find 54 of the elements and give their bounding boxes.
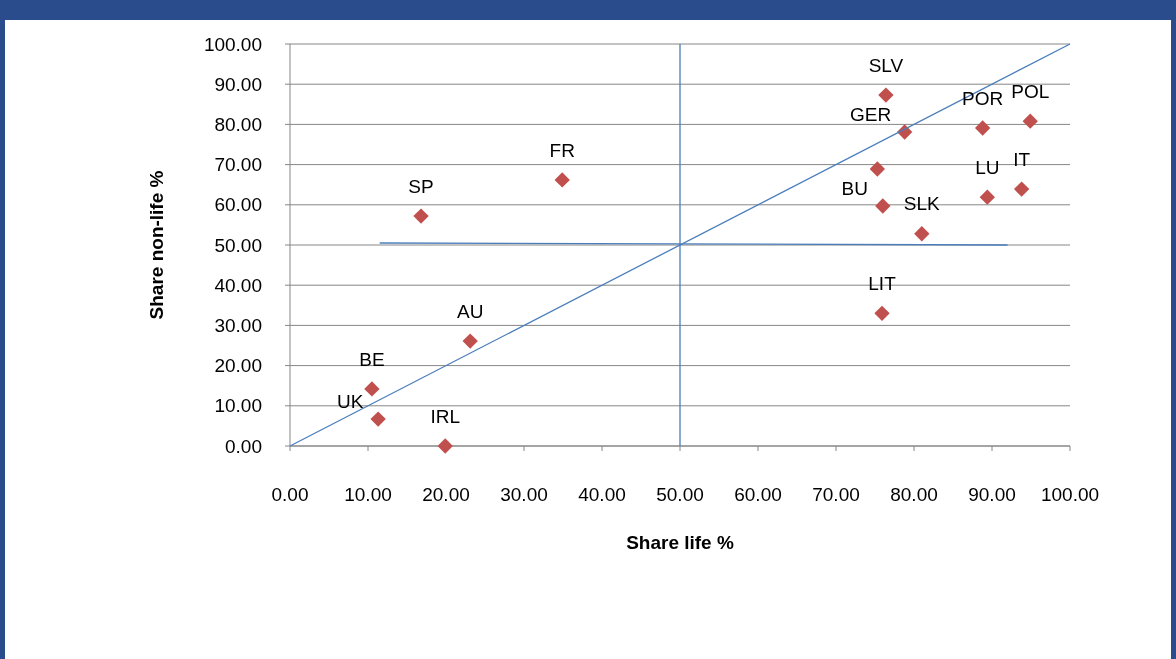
y-tick-label: 50.00 [214,234,262,256]
data-label: GER [850,103,892,125]
x-tick-label: 70.00 [812,484,860,505]
x-tick-label: 80.00 [890,484,938,505]
y-tick-label: 100.00 [203,33,262,55]
data-label: LIT [868,272,897,294]
x-tick-label: 50.00 [656,484,704,505]
point [462,333,478,349]
x-axis-title: Share life % [626,532,734,553]
point [878,87,894,103]
data-label: FR [549,139,575,161]
data-label: BE [359,348,385,370]
y-tick-label: 30.00 [214,315,262,337]
y-tick-label: 0.00 [225,435,262,457]
data-label: LU [975,156,1000,178]
x-tick-label: 60.00 [734,484,782,505]
y-tick-label: 90.00 [214,73,262,95]
x-tick-label: 10.00 [344,484,392,505]
y-tick-label: 80.00 [214,114,262,136]
y-tick-label: 20.00 [214,355,262,377]
x-tick-label: 100.00 [1040,484,1100,505]
x-tick-label: 40.00 [578,484,626,505]
point [974,120,991,136]
y-tick-label: 40.00 [214,274,262,296]
y-tick-label: 70.00 [214,154,262,176]
point [437,438,453,454]
data-label: POL [1011,80,1050,102]
point [413,208,429,224]
x-tick-label: 90.00 [968,484,1016,505]
point [1022,113,1038,129]
data-label: UK [336,390,364,412]
point [979,189,995,205]
data-label: IT [1013,148,1031,170]
data-label: AU [456,300,484,322]
point [370,411,386,427]
x-tick-label: 20.00 [422,484,470,505]
data-label: POR [962,87,1004,109]
data-label: BU [841,177,868,199]
y-tick-label: 60.00 [214,194,262,216]
x-tick-label: 30.00 [500,484,548,505]
point [869,161,886,177]
y-axis-title: Share non-life % [146,170,167,320]
data-label: SLV [868,54,904,76]
y-tick-label: 10.00 [214,395,262,417]
point [914,226,930,242]
point [364,381,380,397]
point [875,198,891,214]
data-label: SLK [903,193,941,215]
x-tick-label: 0.00 [271,484,309,505]
data-label: SP [408,175,434,197]
point [874,305,890,322]
point [554,172,570,188]
data-label: IRL [430,405,461,427]
point [1013,181,1030,197]
